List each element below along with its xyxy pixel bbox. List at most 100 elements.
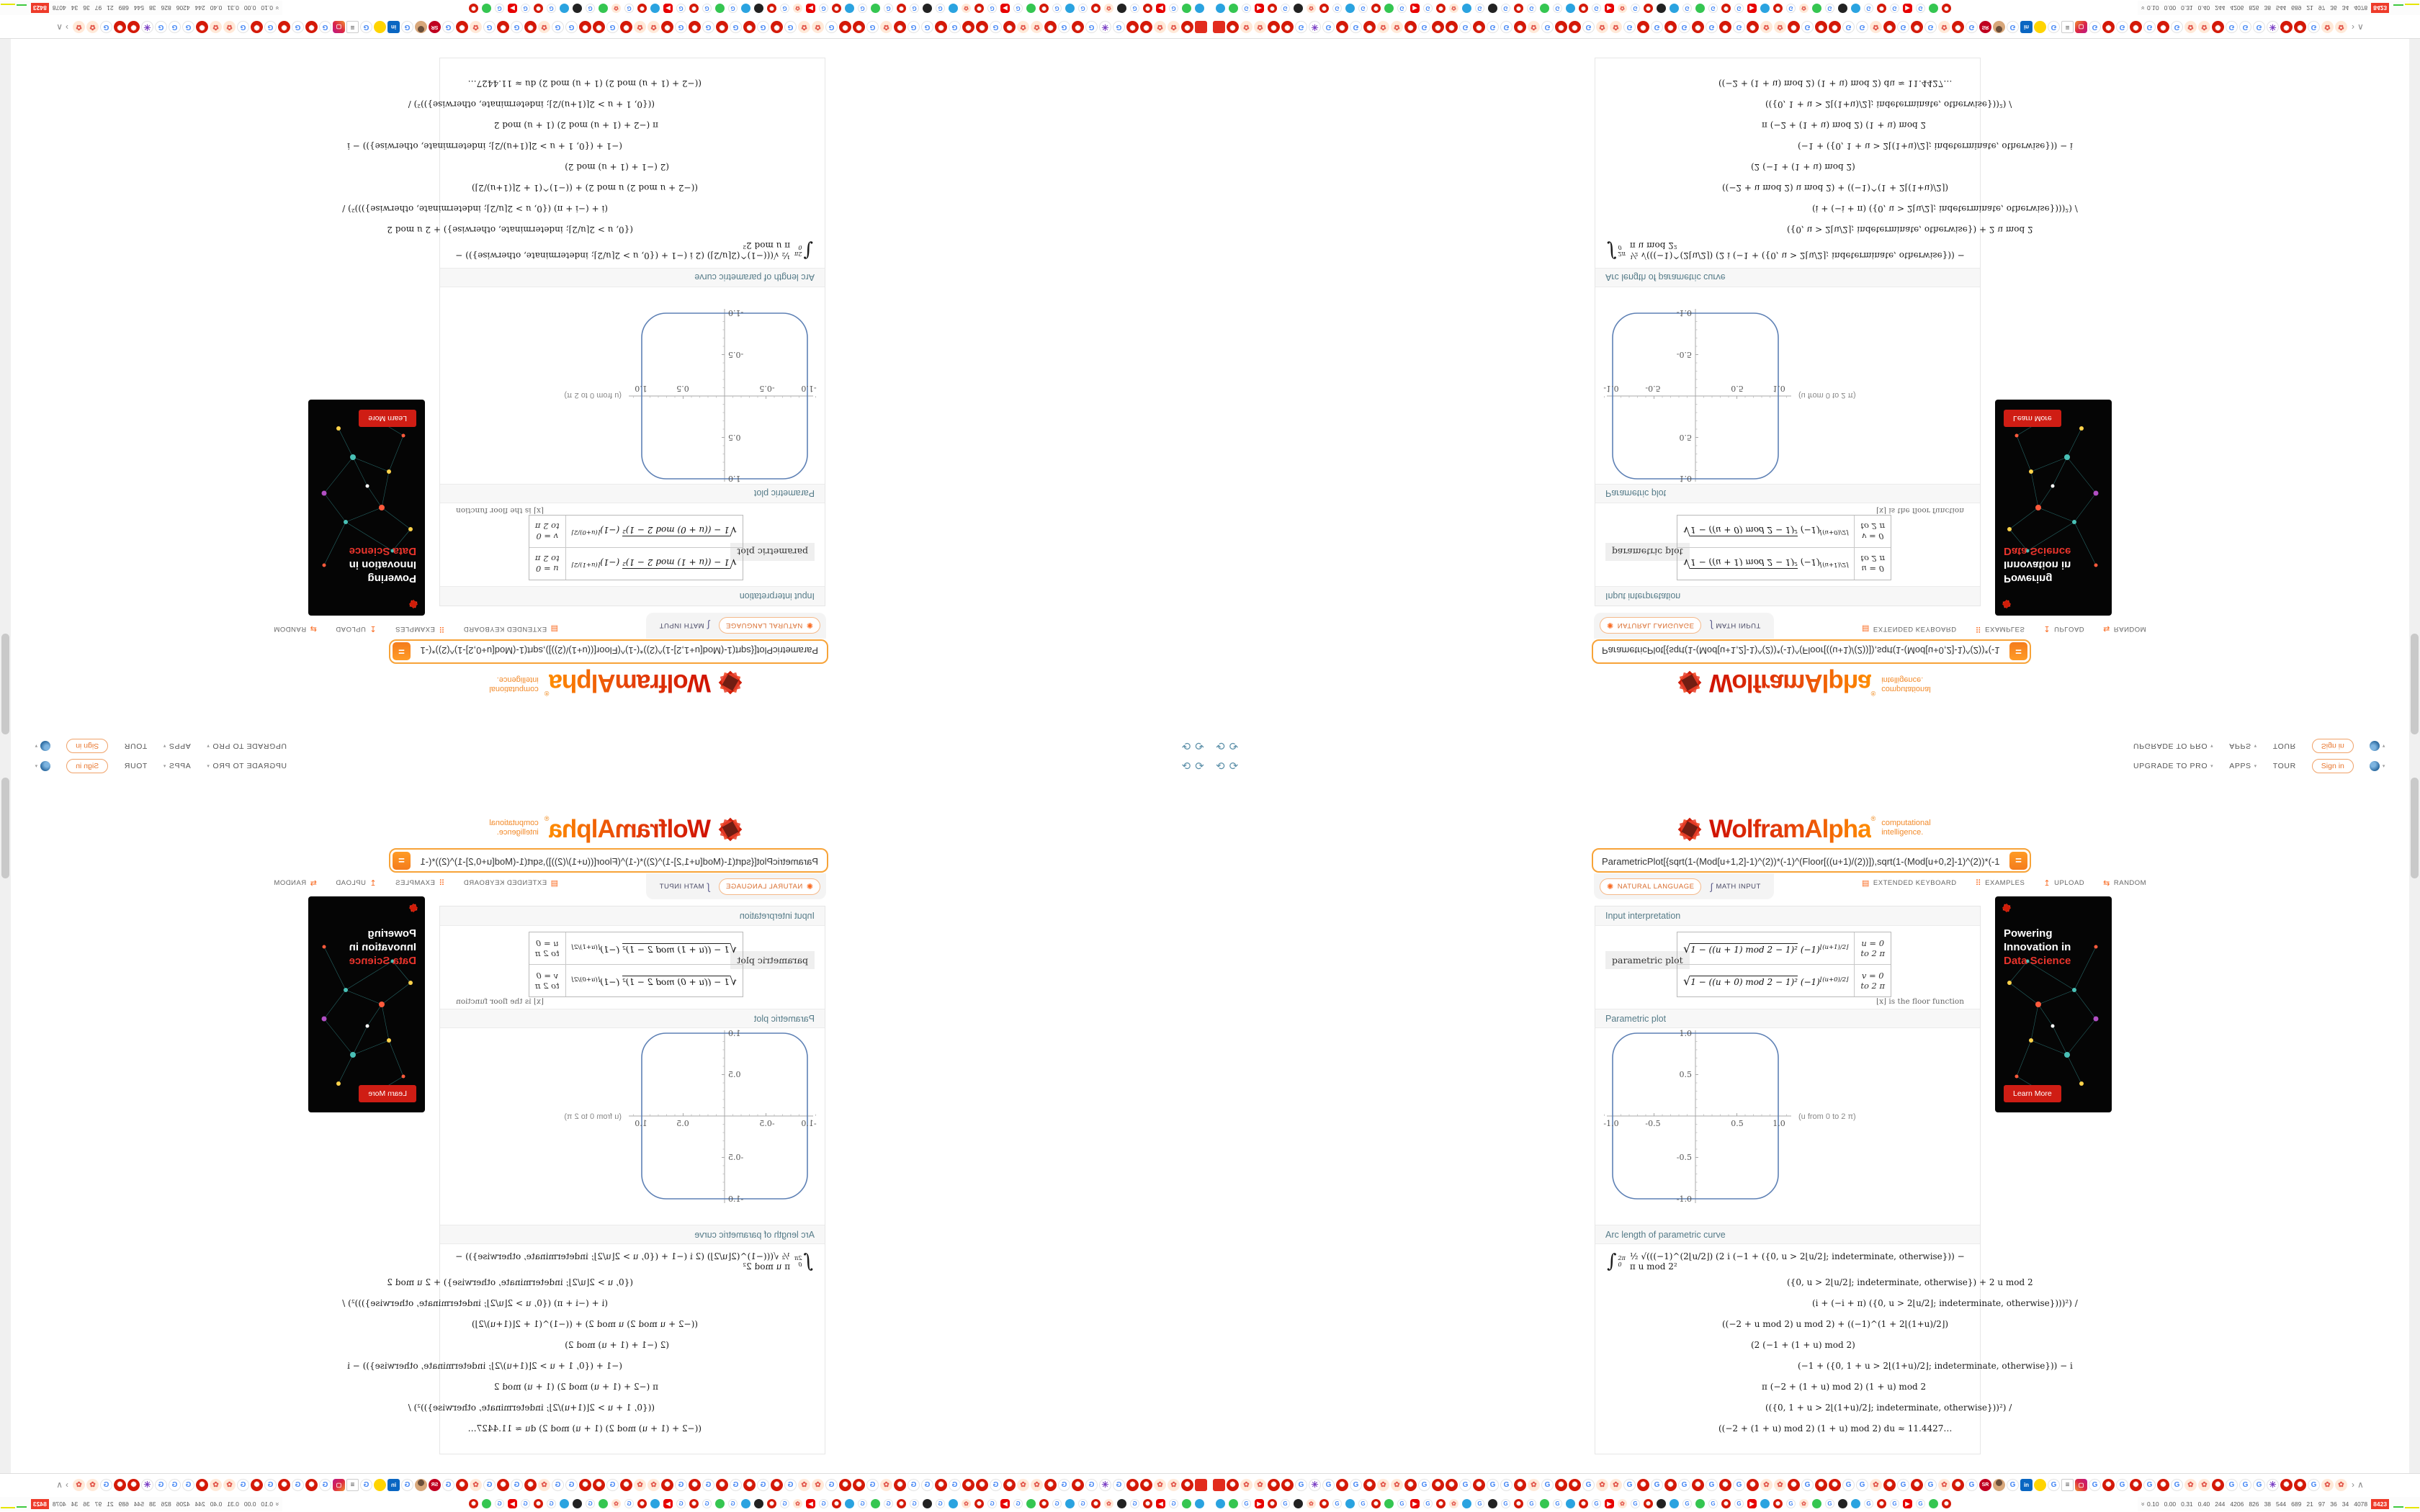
wolfram-tab-favicon[interactable]: ✺ (832, 4, 841, 14)
blue-circle-tab-favicon[interactable] (1065, 4, 1075, 14)
wolfram-tab-favicon[interactable]: ✺ (716, 21, 728, 34)
history-forward-icon[interactable]: ⟳ (1181, 739, 1191, 752)
blue-circle-tab-favicon[interactable] (650, 1498, 660, 1508)
video-tab-favicon[interactable]: ▶ (1255, 4, 1264, 14)
wolfram-tab-favicon[interactable]: ✺ (1044, 1478, 1057, 1491)
wolfram-tab-favicon[interactable]: ✺ (853, 1478, 865, 1491)
wolfram-tab-favicon[interactable]: ✺ (278, 21, 290, 34)
linkedin-tab-favicon[interactable]: in (387, 21, 400, 34)
wolfram-tab-favicon[interactable]: ✺ (1281, 1478, 1294, 1491)
google-tab-favicon[interactable]: G (1085, 1478, 1098, 1491)
wolfram-tab-favicon[interactable]: ✺ (196, 21, 208, 34)
google-tab-favicon[interactable]: G (264, 1478, 277, 1491)
flower-tab-favicon[interactable]: ✿ (1031, 21, 1043, 34)
flower-tab-favicon[interactable]: ✿ (470, 1478, 482, 1491)
wolframalpha-wordmark[interactable]: WolframAlpha (549, 814, 711, 845)
google-tab-favicon[interactable]: G (702, 1478, 714, 1491)
blue-circle-tab-favicon[interactable] (560, 4, 569, 14)
google-tab-favicon[interactable]: G (2308, 1478, 2320, 1491)
google-tab-favicon[interactable]: G (1169, 4, 1178, 14)
black-circle-tab-favicon[interactable] (1488, 1498, 1497, 1508)
google-tab-favicon[interactable]: G (1734, 4, 1744, 14)
wolfram-tab-favicon[interactable]: ✺ (524, 1478, 537, 1491)
flower-tab-favicon[interactable]: ✿ (880, 21, 892, 34)
black-circle-tab-favicon[interactable] (1657, 4, 1666, 14)
wolfram-tab-favicon[interactable]: ✺ (976, 1478, 988, 1491)
flower-tab-favicon[interactable]: ✿ (1254, 21, 1266, 34)
google-tab-favicon[interactable]: G (1113, 1478, 1125, 1491)
google-tab-favicon[interactable]: G (921, 1478, 933, 1491)
wolfram-tab-favicon[interactable]: ✺ (456, 1478, 468, 1491)
google-tab-favicon[interactable]: G (676, 4, 686, 14)
wolfram-tab-favicon[interactable]: ✺ (1003, 21, 1016, 34)
wolfram-tab-favicon[interactable]: ✺ (743, 1478, 756, 1491)
wolfram-tab-favicon[interactable]: ✺ (976, 21, 988, 34)
google-tab-favicon[interactable]: G (565, 21, 578, 34)
google-tab-favicon[interactable]: G (319, 1478, 331, 1491)
avatar-tab-favicon[interactable] (415, 1478, 427, 1491)
tab-natural-language[interactable]: ✺ NATURAL LANGUAGE (1600, 878, 1702, 895)
google-tab-favicon[interactable]: G (728, 1498, 738, 1508)
burst-tab-favicon[interactable]: ✳ (1099, 1478, 1111, 1491)
green-circle-tab-favicon[interactable] (871, 4, 880, 14)
wolfram-tab-favicon[interactable]: ✺ (637, 4, 647, 14)
instagram-tab-favicon[interactable]: ▢ (333, 21, 345, 34)
google-tab-favicon[interactable]: G (552, 21, 564, 34)
wolfram-tab-favicon[interactable]: ✺ (839, 1478, 851, 1491)
google-tab-favicon[interactable]: G (1897, 1478, 1909, 1491)
burst-tab-favicon[interactable]: ✳ (1099, 21, 1111, 34)
blue-circle-tab-favicon[interactable] (949, 4, 958, 14)
google-tab-favicon[interactable]: G (1541, 21, 1554, 34)
google-tab-favicon[interactable]: G (1423, 1498, 1433, 1508)
compute-button[interactable]: = (2009, 852, 2027, 870)
wolfram-tab-favicon[interactable]: ✺ (1371, 4, 1381, 14)
google-tab-favicon[interactable]: G (1623, 1478, 1636, 1491)
google-tab-favicon[interactable]: G (1786, 1498, 1796, 1508)
compute-button[interactable]: = (393, 852, 411, 870)
google-tab-favicon[interactable]: G (1966, 1478, 1978, 1491)
wolfram-tab-favicon[interactable]: ✺ (1039, 4, 1049, 14)
google-tab-favicon[interactable]: G (884, 4, 893, 14)
wolfram-tab-favicon[interactable]: ✺ (1514, 1478, 1526, 1491)
wolfram-tab-favicon[interactable]: ✺ (534, 4, 543, 14)
google-tab-favicon[interactable]: G (1527, 4, 1536, 14)
google-tab-favicon[interactable]: G (1501, 4, 1510, 14)
avatar-tab-favicon[interactable] (415, 21, 427, 34)
google-tab-favicon[interactable]: G (483, 1478, 496, 1491)
blue-circle-tab-favicon[interactable] (1851, 1498, 1860, 1508)
wolfram-tab-favicon[interactable]: ✺ (1446, 21, 1458, 34)
menu-tab-favicon[interactable]: ≡ (2061, 1478, 2074, 1491)
wolfram-tab-favicon[interactable]: ✺ (962, 21, 974, 34)
blue-circle-tab-favicon[interactable] (1462, 4, 1471, 14)
video-tab-favicon[interactable]: ▶ (1410, 4, 1420, 14)
wolfram-tab-favicon[interactable]: ✺ (2102, 21, 2115, 34)
google-tab-favicon[interactable]: G (1592, 1498, 1601, 1508)
wolfram-tab-favicon[interactable]: ✺ (1473, 21, 1485, 34)
video-tab-favicon[interactable]: ▶ (806, 4, 815, 14)
google-tab-favicon[interactable]: G (511, 1478, 523, 1491)
extended-keyboard-button[interactable]: ▤ EXTENDED KEYBOARD (463, 878, 558, 888)
google-tab-favicon[interactable]: G (2239, 21, 2251, 34)
google-tab-favicon[interactable]: G (1966, 21, 1978, 34)
black-circle-tab-favicon[interactable] (573, 1498, 582, 1508)
nav-apps[interactable]: APPS ▾ (163, 762, 191, 770)
google-tab-favicon[interactable]: G (1130, 1498, 1139, 1508)
wolfram-tab-favicon[interactable]: ✺ (897, 1498, 906, 1508)
yellow-circle-tab-favicon[interactable] (374, 21, 386, 34)
google-tab-favicon[interactable]: G (182, 1478, 194, 1491)
google-tab-favicon[interactable]: G (1058, 21, 1070, 34)
wolfram-tab-favicon[interactable]: ✺ (2102, 1478, 2115, 1491)
google-tab-favicon[interactable]: G (319, 21, 331, 34)
wolfram-tab-favicon[interactable]: ✺ (1514, 4, 1523, 14)
query-input[interactable] (419, 641, 820, 661)
upload-button[interactable]: ↥ UPLOAD (2043, 878, 2084, 888)
wolfram-tab-favicon[interactable]: ✺ (579, 1478, 591, 1491)
flower-tab-favicon[interactable]: ✿ (223, 1478, 236, 1491)
extended-keyboard-button[interactable]: ▤ EXTENDED KEYBOARD (1862, 624, 1957, 634)
google-tab-favicon[interactable]: G (1897, 21, 1909, 34)
wolfram-tab-favicon[interactable]: ✺ (1268, 21, 1280, 34)
google-tab-favicon[interactable]: G (1842, 1478, 1855, 1491)
flower-tab-favicon[interactable]: ✿ (2335, 21, 2347, 34)
wolfram-tab-favicon[interactable]: ✺ (1514, 1498, 1523, 1508)
linkedin-tab-favicon[interactable]: in (2020, 1478, 2033, 1491)
